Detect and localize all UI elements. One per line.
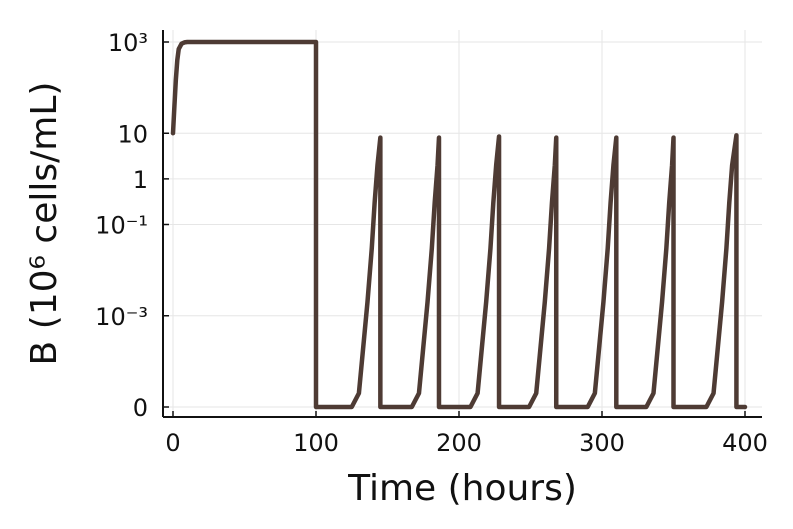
y-tick-label: 10: [117, 120, 148, 148]
x-tick-label: 0: [165, 429, 180, 457]
x-tick-label: 200: [436, 429, 482, 457]
series-layer: [170, 39, 748, 410]
y-tick-label: 0: [133, 394, 148, 422]
series-line: [170, 39, 748, 410]
x-tick-label: 300: [579, 429, 625, 457]
y-tick-label: 10³: [108, 29, 148, 57]
y-axis-label: B (10⁶ cells/mL): [24, 82, 65, 366]
y-tick-label: 1: [133, 166, 148, 194]
ticks: 0 100 200 300 400 0 10⁻³ 10⁻¹ 1 10 10³: [95, 29, 768, 457]
y-tick-label: 10⁻¹: [95, 212, 148, 240]
y-tick-label: 10⁻³: [95, 303, 148, 331]
x-tick-label: 100: [293, 429, 339, 457]
x-axis-label: Time (hours): [347, 468, 577, 509]
axes: [162, 30, 762, 418]
x-tick-label: 400: [722, 429, 768, 457]
